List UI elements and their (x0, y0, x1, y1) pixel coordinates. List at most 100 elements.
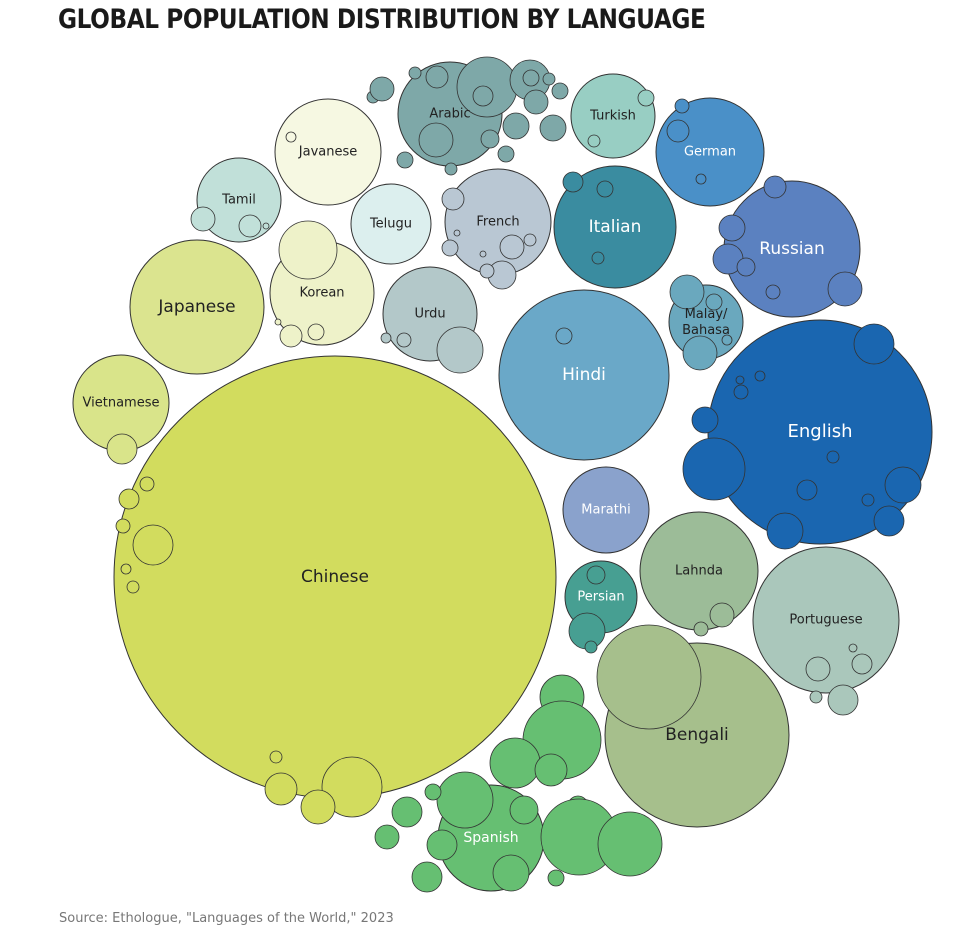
bubble-lahnda: Lahnda (639, 511, 759, 637)
sub-bubble-urdu (396, 332, 412, 348)
sub-bubble-tamil (238, 214, 262, 238)
sub-bubble-arabic (408, 66, 422, 80)
sub-bubble-tamil (190, 206, 216, 232)
sub-bubble-malay-bahasa (721, 334, 733, 346)
sub-bubble-tamil (262, 222, 270, 230)
bubble-label-italian: Italian (589, 217, 642, 237)
sub-bubble-english (861, 493, 875, 507)
sub-bubble-arabic (542, 72, 556, 86)
bubble-turkish: Turkish (570, 73, 656, 159)
sub-bubble-spanish (411, 861, 443, 893)
bubble-label-marathi: Marathi (581, 503, 630, 518)
bubble-italian: Italian (553, 165, 677, 289)
sub-bubble-arabic (472, 85, 494, 107)
bubble-javanese: Javanese (274, 98, 382, 206)
sub-bubble-french (453, 229, 461, 237)
sub-bubble-chinese (321, 756, 383, 818)
bubble-label-persian: Persian (577, 590, 624, 605)
sub-bubble-chinese (264, 772, 298, 806)
bubble-circle-hindi (498, 289, 670, 461)
sub-bubble-italian (596, 180, 614, 198)
bubble-label-arabic: Arabic (429, 107, 470, 122)
sub-bubble-arabic (418, 122, 454, 158)
sub-bubble-spanish (424, 783, 442, 801)
sub-bubble-spanish (374, 824, 400, 850)
sub-bubble-english (873, 505, 905, 537)
sub-bubble-portuguese (809, 690, 823, 704)
sub-bubble-arabic (522, 69, 540, 87)
bubble-label-russian: Russian (759, 239, 824, 259)
bubble-japanese: Japanese (129, 239, 265, 375)
sub-bubble-spanish (597, 811, 663, 877)
bubble-russian: Russian (712, 175, 863, 318)
sub-bubble-urdu (436, 326, 484, 374)
sub-bubble-english (853, 323, 895, 365)
sub-bubble-lahnda (709, 602, 735, 628)
chart-title: GLOBAL POPULATION DISTRIBUTION BY LANGUA… (58, 4, 706, 35)
sub-bubble-spanish (436, 771, 494, 829)
sub-bubble-portuguese (851, 653, 873, 675)
sub-bubble-spanish (509, 795, 539, 825)
bubble-telugu: Telugu (350, 183, 432, 265)
sub-bubble-spanish (489, 737, 541, 789)
sub-bubble-chinese (120, 563, 132, 575)
sub-bubble-spanish (391, 796, 423, 828)
bubble-label-javanese: Javanese (298, 145, 357, 160)
sub-bubble-arabic (480, 129, 500, 149)
bubble-english: English (682, 319, 933, 550)
sub-bubble-russian (718, 214, 746, 242)
sub-bubble-javanese (285, 131, 297, 143)
bubble-label-japanese: Japanese (157, 297, 235, 317)
sub-bubble-chinese (300, 789, 336, 825)
sub-bubble-korean (278, 220, 338, 280)
bubble-german: German (655, 97, 765, 207)
sub-bubble-german (674, 98, 690, 114)
bubble-circle-marathi (562, 466, 650, 554)
bubble-urdu: Urdu (380, 266, 484, 374)
sub-bubble-russian (765, 284, 781, 300)
sub-bubble-english (735, 375, 745, 385)
sub-bubble-french (523, 233, 537, 247)
sub-bubble-german (695, 173, 707, 185)
bubble-tamil: Tamil (190, 157, 282, 243)
sub-bubble-french (441, 239, 459, 257)
bubble-circle-japanese (129, 239, 265, 375)
sub-bubble-turkish (587, 134, 601, 148)
bubble-label-turkish: Turkish (589, 109, 636, 124)
bubble-label-english: English (788, 421, 853, 442)
bubble-label-bengali: Bengali (665, 725, 729, 745)
sub-bubble-arabic (425, 65, 449, 89)
sub-bubble-russian (763, 175, 787, 199)
sub-bubble-french (499, 234, 525, 260)
sub-bubble-english (733, 384, 749, 400)
bubble-persian: Persian (564, 560, 638, 654)
sub-bubble-bengali (596, 624, 702, 730)
sub-bubble-chinese (139, 476, 155, 492)
sub-bubble-spanish (534, 753, 568, 787)
sub-bubble-english (884, 466, 922, 504)
sub-bubble-malay-bahasa (705, 293, 723, 311)
bubble-circle-italian (553, 165, 677, 289)
bubble-french: French (441, 168, 552, 290)
sub-bubble-arabic (502, 112, 530, 140)
bubble-korean: Korean (269, 220, 375, 348)
sub-bubble-vietnamese (106, 433, 138, 465)
sub-bubble-spanish (492, 854, 530, 892)
bubble-label-spanish: Spanish (463, 830, 518, 846)
sub-bubble-portuguese (827, 684, 859, 716)
sub-bubble-spanish (547, 869, 565, 887)
sub-bubble-french (479, 250, 487, 258)
bubble-label-portuguese: Portuguese (789, 613, 862, 628)
sub-bubble-chinese (132, 524, 174, 566)
sub-bubble-hindi (555, 327, 573, 345)
sub-bubble-spanish (426, 829, 458, 861)
bubble-arabic: Arabic (366, 56, 569, 176)
source-note: Source: Ethologue, "Languages of the Wor… (59, 911, 394, 926)
sub-bubble-english (796, 479, 818, 501)
sub-bubble-russian (827, 271, 863, 307)
sub-bubble-italian (591, 251, 605, 265)
sub-bubble-persian (586, 565, 606, 585)
sub-bubble-chinese (115, 518, 131, 534)
sub-bubble-korean (279, 324, 303, 348)
sub-bubble-turkish (637, 89, 655, 107)
